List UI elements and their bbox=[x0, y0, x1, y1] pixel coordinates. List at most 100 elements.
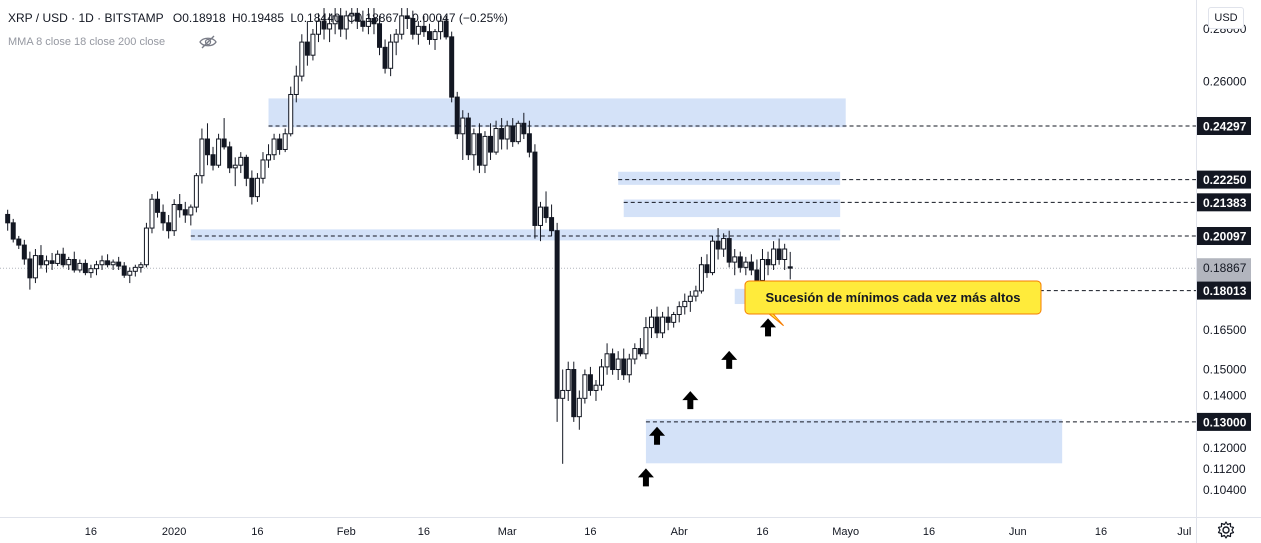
candle[interactable] bbox=[160, 204, 166, 231]
candle[interactable] bbox=[143, 222, 149, 268]
candle[interactable] bbox=[343, 10, 349, 40]
candle[interactable] bbox=[327, 13, 333, 43]
candle[interactable] bbox=[260, 152, 266, 184]
candle[interactable] bbox=[510, 118, 516, 147]
candle[interactable] bbox=[315, 13, 321, 43]
candle[interactable] bbox=[621, 348, 627, 380]
candle[interactable] bbox=[49, 252, 55, 270]
time-axis[interactable]: 16 2020 16 Feb 16 Mar 16 Abr 16 Mayo 16 Jun 16 Jul bbox=[85, 526, 1192, 538]
candle[interactable] bbox=[476, 123, 482, 174]
candle[interactable] bbox=[438, 15, 444, 40]
candle[interactable] bbox=[615, 351, 621, 380]
candle[interactable] bbox=[687, 290, 693, 312]
candle[interactable] bbox=[227, 141, 233, 174]
candle[interactable] bbox=[321, 8, 327, 40]
candle[interactable] bbox=[471, 128, 477, 171]
candle[interactable] bbox=[371, 8, 377, 35]
candle[interactable] bbox=[610, 348, 616, 375]
candle[interactable] bbox=[565, 361, 571, 401]
annotation-callout[interactable]: Sucesión de mínimos cada vez más altos bbox=[744, 280, 1042, 327]
candle[interactable] bbox=[293, 65, 299, 103]
candle[interactable] bbox=[365, 8, 371, 35]
candle[interactable] bbox=[354, 8, 360, 29]
candle[interactable] bbox=[537, 201, 543, 242]
candle[interactable] bbox=[204, 123, 210, 166]
candle[interactable] bbox=[238, 152, 244, 174]
candle[interactable] bbox=[138, 262, 144, 273]
candle[interactable] bbox=[499, 118, 505, 150]
candle[interactable] bbox=[171, 199, 177, 236]
candle[interactable] bbox=[426, 23, 432, 45]
candle[interactable] bbox=[587, 366, 593, 396]
candle[interactable] bbox=[277, 133, 283, 155]
candle[interactable] bbox=[182, 201, 188, 223]
candle[interactable] bbox=[643, 317, 649, 360]
candle[interactable] bbox=[382, 39, 388, 74]
candle[interactable] bbox=[604, 343, 610, 375]
candle[interactable] bbox=[166, 214, 172, 239]
candle[interactable] bbox=[787, 251, 793, 280]
candle[interactable] bbox=[549, 204, 555, 236]
candle[interactable] bbox=[216, 133, 222, 168]
candle[interactable] bbox=[504, 120, 510, 150]
candle[interactable] bbox=[488, 123, 494, 160]
candle[interactable] bbox=[721, 233, 727, 257]
eye-off-icon[interactable] bbox=[199, 35, 217, 49]
candle[interactable] bbox=[582, 369, 588, 404]
candle[interactable] bbox=[704, 254, 710, 278]
candle[interactable] bbox=[349, 8, 355, 24]
candle[interactable] bbox=[648, 309, 654, 339]
candle[interactable] bbox=[599, 359, 605, 391]
candle[interactable] bbox=[393, 29, 399, 56]
candle[interactable] bbox=[27, 251, 33, 290]
candle[interactable] bbox=[626, 353, 632, 383]
indicator-legend[interactable]: MMA 8 close 18 close 200 close bbox=[8, 36, 166, 48]
candle[interactable] bbox=[5, 209, 11, 231]
candle[interactable] bbox=[177, 194, 183, 218]
candle[interactable] bbox=[421, 15, 427, 37]
candle[interactable] bbox=[271, 133, 277, 160]
candle[interactable] bbox=[199, 128, 205, 184]
candle[interactable] bbox=[360, 10, 366, 32]
candle[interactable] bbox=[282, 128, 288, 153]
candle[interactable] bbox=[482, 131, 488, 174]
candle[interactable] bbox=[105, 254, 111, 268]
candle[interactable] bbox=[32, 249, 38, 284]
candle[interactable] bbox=[776, 238, 782, 265]
candle[interactable] bbox=[737, 251, 743, 273]
candle[interactable] bbox=[410, 10, 416, 40]
candle[interactable] bbox=[99, 255, 105, 270]
candle[interactable] bbox=[654, 306, 660, 339]
candle[interactable] bbox=[415, 21, 421, 45]
candle[interactable] bbox=[543, 191, 549, 223]
candle[interactable] bbox=[554, 222, 560, 422]
candle[interactable] bbox=[338, 8, 344, 37]
candle[interactable] bbox=[377, 15, 383, 56]
candle[interactable] bbox=[44, 255, 50, 273]
candle[interactable] bbox=[110, 259, 116, 270]
candle[interactable] bbox=[132, 264, 138, 277]
candle[interactable] bbox=[521, 112, 527, 140]
candle[interactable] bbox=[676, 301, 682, 323]
candle[interactable] bbox=[55, 250, 61, 267]
candle[interactable] bbox=[665, 306, 671, 331]
candle[interactable] bbox=[93, 260, 99, 276]
zone-rect[interactable] bbox=[623, 199, 841, 218]
candle[interactable] bbox=[660, 311, 666, 339]
candle[interactable] bbox=[77, 259, 83, 273]
candle[interactable] bbox=[765, 251, 771, 276]
candle[interactable] bbox=[116, 256, 122, 270]
callout-box[interactable] bbox=[744, 280, 1042, 315]
candle[interactable] bbox=[710, 235, 716, 276]
candle[interactable] bbox=[254, 173, 260, 202]
candle[interactable] bbox=[127, 267, 133, 284]
candle[interactable] bbox=[743, 256, 749, 276]
candle[interactable] bbox=[10, 218, 16, 243]
candle[interactable] bbox=[232, 157, 238, 187]
candle[interactable] bbox=[443, 15, 449, 40]
candle[interactable] bbox=[632, 343, 638, 365]
candle[interactable] bbox=[266, 144, 272, 168]
candle[interactable] bbox=[121, 262, 127, 278]
candle[interactable] bbox=[671, 311, 677, 328]
